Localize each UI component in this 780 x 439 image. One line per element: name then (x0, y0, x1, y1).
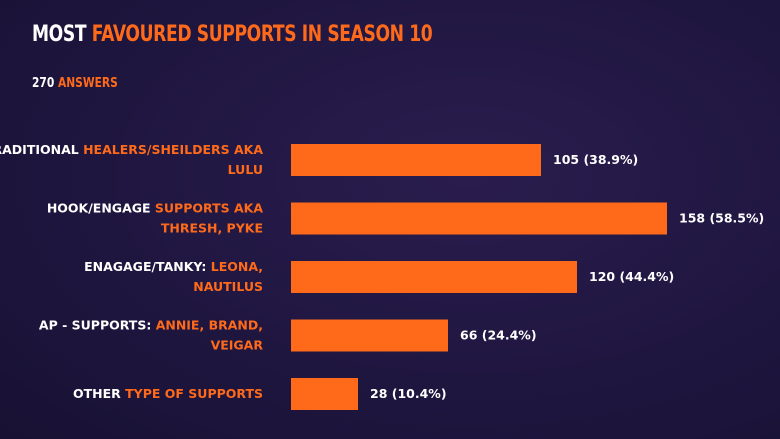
category-label-1: TRADITIONAL HEALERS/SHEILDERS AKA LULU (0, 142, 263, 177)
chart-title: MOST FAVOURED SUPPORTS IN SEASON 10 (32, 22, 433, 47)
title-part-1: MOST (32, 22, 92, 47)
title-part-2: FAVOURED SUPPORTS IN SEASON 10 (91, 22, 433, 47)
bar-3 (291, 261, 577, 293)
category-label-5: OTHER TYPE OF SUPPORTS (73, 386, 263, 401)
category-label-line: ENAGAGE/TANKY: LEONA, (84, 259, 263, 274)
bar-4 (291, 319, 448, 352)
value-label-2: 158 (58.5%) (679, 211, 764, 226)
category-label-line: LULU (228, 162, 263, 177)
category-label-line: HOOK/ENGAGE SUPPORTS AKA (47, 201, 263, 216)
value-label-3: 120 (44.4%) (589, 269, 674, 284)
answers-label: ANSWERS (57, 76, 118, 91)
category-label-2: HOOK/ENGAGE SUPPORTS AKA THRESH, PYKE (47, 201, 263, 236)
category-label-line: AP - SUPPORTS: ANNIE, BRAND, (39, 318, 263, 333)
category-label-3: ENAGAGE/TANKY: LEONA, NAUTILUS (84, 259, 263, 294)
value-label-1: 105 (38.9%) (553, 152, 638, 167)
category-label-line: VEIGAR (211, 338, 264, 353)
value-label-5: 28 (10.4%) (370, 386, 447, 401)
category-label-line: TRADITIONAL HEALERS/SHEILDERS AKA (0, 142, 263, 157)
category-label-line: OTHER TYPE OF SUPPORTS (73, 386, 263, 401)
bar-5 (291, 378, 358, 410)
value-label-4: 66 (24.4%) (460, 328, 537, 343)
category-label-line: THRESH, PYKE (161, 221, 263, 236)
bar-1 (291, 144, 541, 176)
chart-subtitle: 270 ANSWERS (32, 76, 118, 91)
category-label-line: NAUTILUS (193, 279, 263, 294)
answers-count: 270 (32, 76, 58, 91)
category-label-4: AP - SUPPORTS: ANNIE, BRAND, VEIGAR (39, 318, 263, 353)
bar-2 (291, 202, 667, 235)
